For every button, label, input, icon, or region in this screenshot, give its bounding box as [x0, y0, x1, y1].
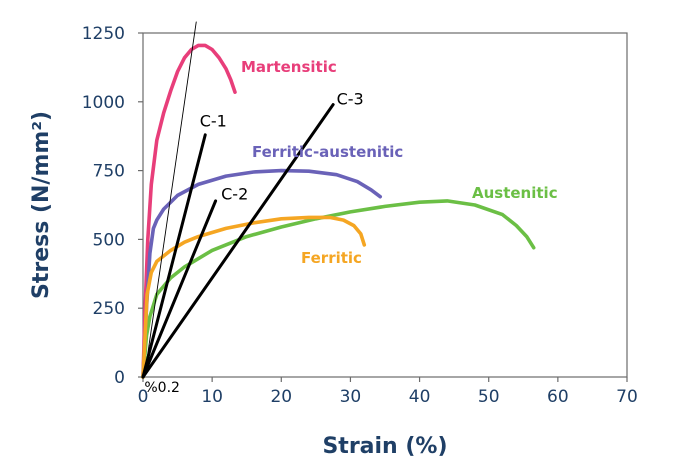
- x-tick-label: 60: [547, 387, 569, 407]
- x-axis: 0 10 20 30 40 50 60 70: [138, 377, 638, 407]
- x-tick-label: 50: [478, 387, 500, 407]
- y-tick-label: 500: [93, 230, 125, 250]
- y-tick-label: 1250: [82, 24, 125, 44]
- reference-lines-layer: [141, 21, 335, 379]
- x-tick-label: 70: [616, 387, 638, 407]
- reference-line-c-1: [141, 133, 207, 379]
- x-tick-label: 20: [270, 387, 292, 407]
- series-label-martensitic: Martensitic: [241, 58, 337, 76]
- series-line-austenitic: [141, 199, 536, 379]
- y-axis: 0 250 500 750 1000 1250: [82, 24, 143, 388]
- plot-area-frame: [142, 32, 628, 378]
- x-tick-label: 40: [409, 387, 431, 407]
- series-label-ferritic-austenitic: Ferritic-austenitic: [252, 143, 403, 161]
- annotation-c-3: C-3: [337, 90, 364, 109]
- annotation-0-2: %0.2: [144, 380, 180, 396]
- reference-line-c-3: [141, 103, 335, 379]
- series-line-martensitic: [141, 43, 237, 379]
- x-axis-title: Strain (%): [322, 434, 447, 459]
- y-tick-label: 1000: [82, 93, 125, 113]
- x-tick-label: 10: [201, 387, 223, 407]
- series-label-ferritic: Ferritic: [301, 249, 362, 267]
- series-line-ferritic: [141, 215, 367, 379]
- label-layer: Martensitic Ferritic-austenitic Austenitic…: [144, 58, 557, 396]
- reference-line-c-2: [141, 199, 218, 379]
- y-tick-label: 0: [114, 368, 125, 388]
- annotation-c-1: C-1: [200, 112, 227, 131]
- x-tick-label: 30: [340, 387, 362, 407]
- offset-reference-line: [143, 21, 197, 378]
- series-label-austenitic: Austenitic: [472, 184, 558, 202]
- annotation-c-2: C-2: [221, 184, 248, 203]
- x-tick-label: 0: [138, 387, 149, 407]
- y-axis-title: Stress (N/mm²): [29, 111, 54, 299]
- y-tick-label: 750: [93, 162, 125, 182]
- y-tick-label: 250: [93, 299, 125, 319]
- series-line-ferritic-austenitic: [141, 168, 382, 379]
